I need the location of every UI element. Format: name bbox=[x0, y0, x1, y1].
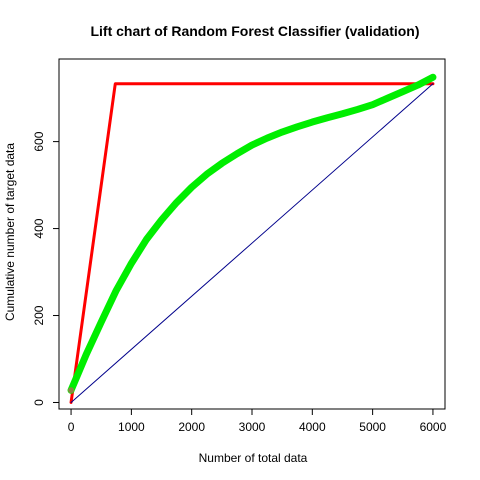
series-line-1 bbox=[69, 82, 435, 404]
y-tick-label: 200 bbox=[32, 305, 46, 325]
y-axis-label: Cumulative number of target data bbox=[3, 143, 17, 321]
y-tick-label: 0 bbox=[32, 399, 46, 406]
x-tick-label: 0 bbox=[68, 420, 75, 434]
y-tick-label: 600 bbox=[32, 131, 46, 151]
x-axis: 0 1000 2000 3000 4000 5000 6000 bbox=[68, 408, 447, 434]
plot-frame bbox=[58, 58, 446, 410]
plot-area bbox=[67, 73, 437, 404]
start-point-marker bbox=[68, 387, 75, 394]
series-line-3 bbox=[70, 83, 434, 403]
chart-title: Lift chart of Random Forest Classifier (… bbox=[90, 23, 419, 39]
y-axis: 0 200 400 600 bbox=[32, 131, 60, 406]
x-tick-label: 2000 bbox=[178, 420, 205, 434]
series-line-2 bbox=[67, 73, 437, 394]
x-tick-label: 3000 bbox=[239, 420, 266, 434]
x-tick-label: 6000 bbox=[420, 420, 447, 434]
x-tick-label: 1000 bbox=[118, 420, 145, 434]
x-tick-label: 5000 bbox=[359, 420, 386, 434]
y-tick-label: 400 bbox=[32, 218, 46, 238]
x-axis-label: Number of total data bbox=[199, 451, 308, 465]
x-tick-label: 4000 bbox=[299, 420, 326, 434]
